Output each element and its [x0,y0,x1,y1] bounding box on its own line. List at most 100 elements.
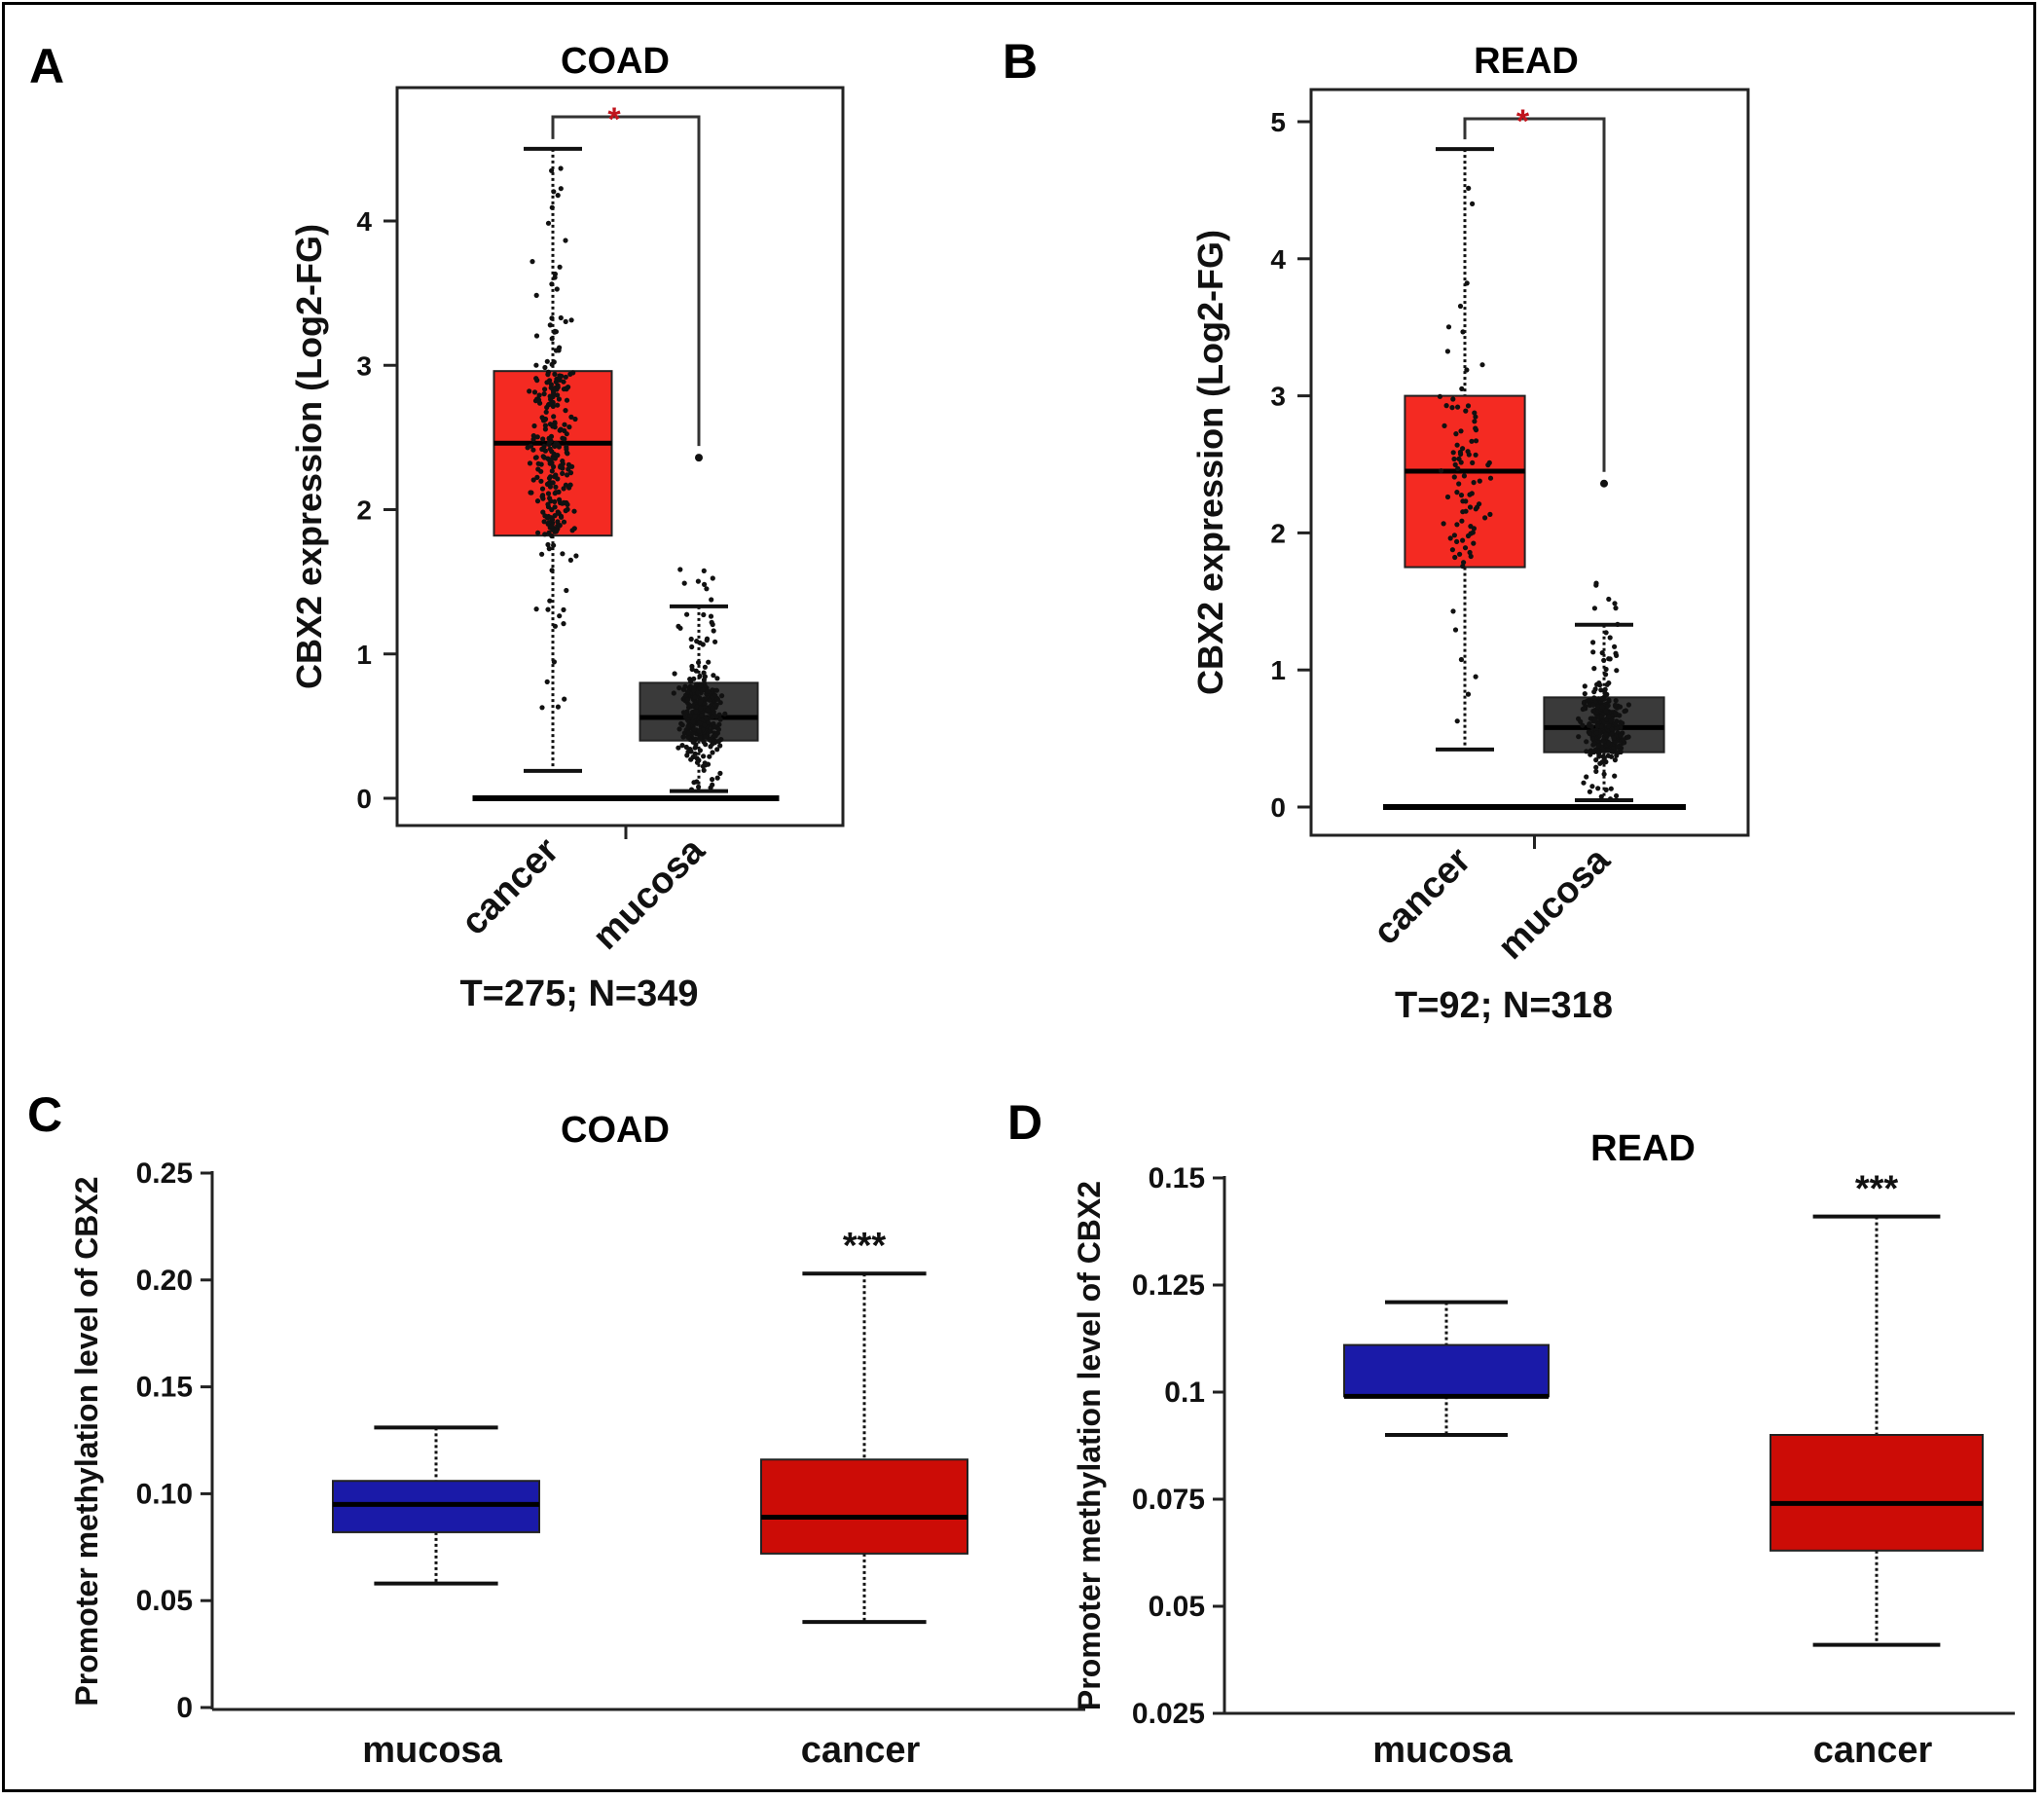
panel-a-point-mucosa [680,734,686,740]
panel-b-ytick-label: 5 [1270,107,1286,137]
panel-a-point-cancer [558,426,564,432]
panel-b-ytick-label: 3 [1270,382,1286,412]
panel-a-point-mucosa [717,770,723,777]
panel-a-point-mucosa [688,636,694,643]
panel-b-point-mucosa [1590,640,1596,645]
panel-a-point-cancer [535,466,541,472]
panel-a-point-cancer [564,587,569,594]
panel-b-point-mucosa [1590,708,1596,715]
panel-a-point-mucosa [695,578,702,584]
panel-a-point-cancer [563,482,569,488]
panel-a-point-mucosa [711,628,716,634]
panel-b-point-mucosa [1614,725,1620,731]
panel-a-point-mucosa [697,748,704,753]
panel-a-point-cancer [564,444,569,450]
panel-a-point-mucosa [685,697,691,703]
panel-a-point-mucosa [685,734,691,740]
panel-a-point-cancer [572,416,578,422]
panel-a-point-cancer [555,392,561,398]
panel-a-point-mucosa [690,703,697,709]
panel-b-point-mucosa [1625,734,1631,740]
panel-b-point-mucosa [1614,652,1620,659]
panel-a-point-mucosa [717,743,723,749]
panel-a-point-cancer [531,389,538,395]
panel-b-point-mucosa [1613,739,1619,745]
panel-a-point-mucosa [682,714,689,720]
panel-a-point-mucosa [698,705,704,712]
panel-a-point-mucosa [701,677,708,683]
panel-b-box-cancer [1404,394,1526,569]
panel-a-point-cancer [535,530,541,535]
panel-b-point-mucosa [1612,702,1619,709]
panel-a-point-mucosa [684,611,690,617]
panel-b-point-cancer [1455,404,1461,410]
panel-b-point-mucosa [1607,796,1614,802]
panel-a-point-cancer [549,315,555,321]
panel-d-chart: 0.025 0.05 0.075 0.1 0.125 0.15 Promoter methy… [1072,1162,2015,1771]
panel-d-ylabel: Promoter methylation level of CBX2 [1072,1181,1107,1710]
panel-a-point-cancer [560,470,566,476]
panel-a-point-mucosa [691,780,697,786]
panel-b-chart: 0 1 2 3 4 5 CBX2 expression (Log2-FG) cancer muc… [1190,88,1750,968]
panel-letter-b: B [1003,34,1038,89]
panel-a-point-mucosa [687,713,693,719]
panel-c-ytick-label: 0 [176,1692,193,1724]
panel-b-point-mucosa [1586,697,1591,704]
panel-b-outlier-mucosa [1600,479,1608,488]
panel-a-point-cancer [558,165,564,171]
panel-a-point-mucosa [676,726,682,732]
panel-a-point-mucosa [675,745,681,751]
panel-a-point-cancer [549,568,555,573]
panel-a-point-mucosa [686,730,692,736]
panel-b-point-mucosa [1618,724,1624,730]
panel-a-point-mucosa [711,673,716,679]
panel-a-point-mucosa [703,742,709,748]
panel-a-point-cancer [548,382,555,387]
panel-a-ytick-label: 1 [356,640,372,670]
panel-b-point-mucosa [1591,695,1597,701]
panel-a-point-cancer [556,444,563,450]
panel-b-point-cancer [1464,280,1470,286]
panel-a-point-cancer [552,275,558,280]
panel-b-point-mucosa [1605,748,1611,753]
panel-a-point-cancer [557,613,563,619]
panel-b-point-mucosa [1599,704,1605,711]
panel-a-point-cancer [555,385,561,390]
panel-b-point-mucosa [1609,731,1615,737]
panel-b-point-mucosa [1599,696,1605,702]
panel-a-point-cancer [553,472,559,478]
panel-b-point-cancer [1458,428,1464,434]
panel-a-point-cancer [559,373,565,379]
panel-a-point-mucosa [679,722,685,728]
panel-a-point-cancer [530,433,536,439]
panel-a-point-cancer [527,460,533,466]
panel-a-point-mucosa [714,775,720,781]
panel-a-point-cancer [553,379,559,385]
panel-a-point-cancer [541,519,547,525]
panel-a-ytick-label: 4 [356,206,372,237]
panel-a-point-cancer [529,259,535,265]
panel-a-point-mucosa [713,687,720,693]
panel-a-point-cancer [549,468,555,474]
panel-a-point-cancer [549,336,555,342]
panel-a-point-cancer [551,359,557,365]
panel-b-point-mucosa [1599,759,1605,765]
panel-b-point-cancer [1473,674,1478,680]
panel-a-point-mucosa [706,719,712,725]
panel-b-significance-star: * [1516,103,1530,140]
panel-b-point-mucosa [1595,786,1601,791]
panel-a-point-mucosa [702,701,708,707]
panel-a-point-cancer [533,362,539,368]
panel-d-ytick-label: 0.075 [1132,1484,1205,1516]
panel-a-point-cancer [555,193,561,199]
panel-a-point-mucosa [677,567,683,572]
panel-a-ylabel: CBX2 expression (Log2-FG) [289,224,329,689]
panel-b-point-cancer [1454,538,1460,545]
panel-c-title: COAD [561,1110,670,1151]
panel-a-point-cancer [555,509,561,515]
panel-a-point-cancer [565,451,570,457]
panel-b-point-cancer [1470,201,1476,206]
panel-a-ytick-label: 2 [356,496,372,526]
panel-b-point-mucosa [1584,749,1589,754]
panel-b-point-mucosa [1608,786,1614,791]
